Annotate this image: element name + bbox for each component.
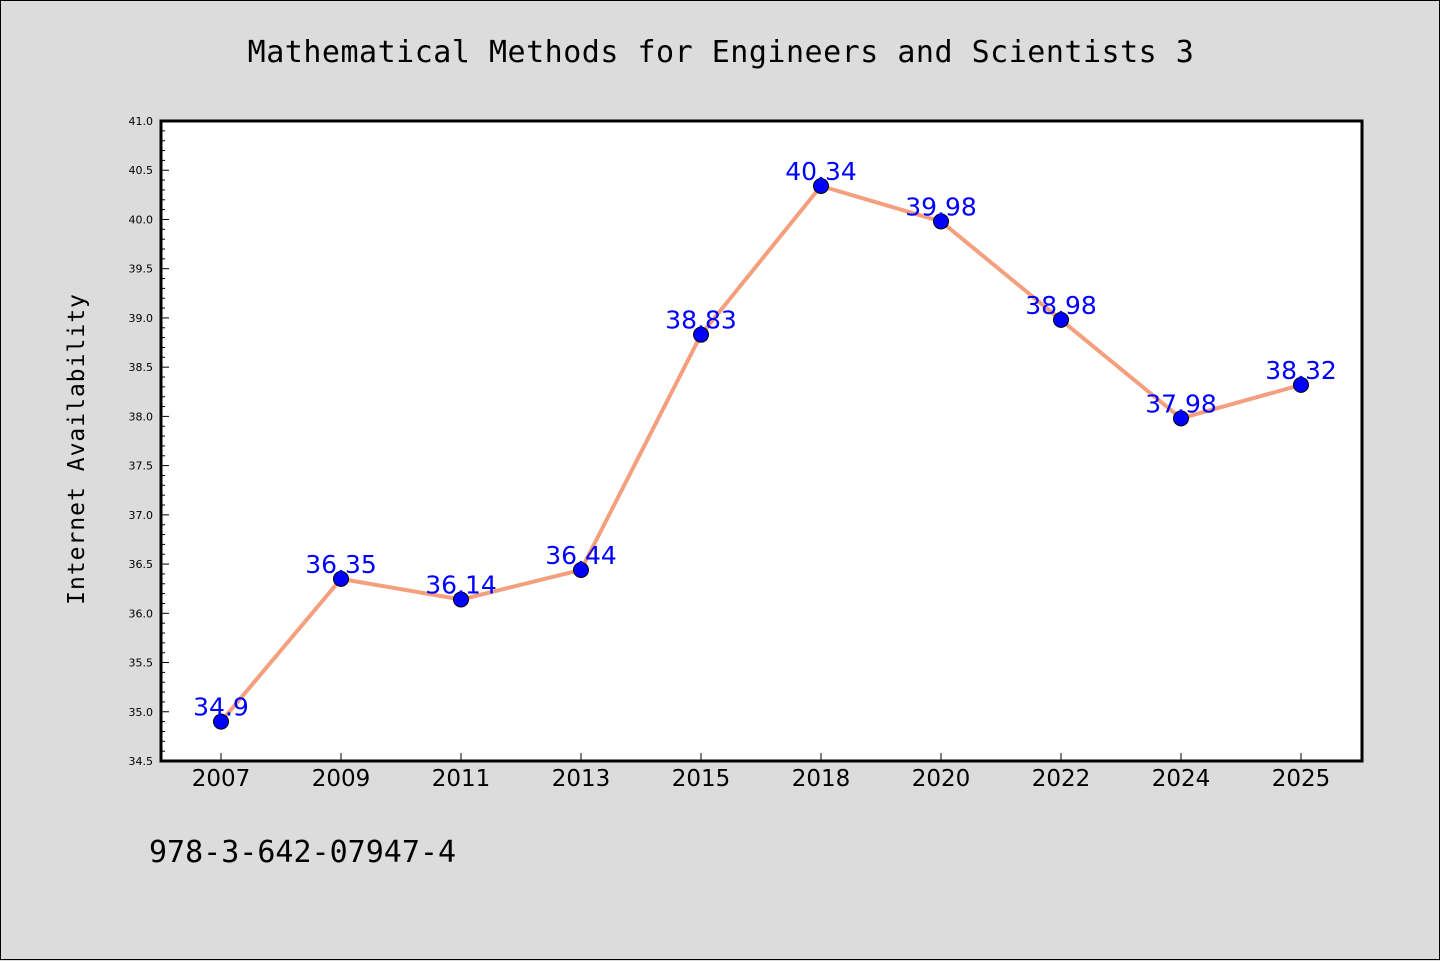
data-point	[1053, 311, 1069, 328]
x-tick-label: 2022	[1032, 766, 1091, 792]
data-label: 34.9	[193, 693, 249, 722]
y-tick-label: 34.5	[129, 755, 154, 768]
x-tick-label: 2018	[792, 766, 851, 792]
y-tick-label: 36.0	[129, 607, 154, 620]
data-label: 38.32	[1265, 356, 1337, 385]
data-point	[453, 591, 469, 608]
x-tick-label: 2024	[1152, 766, 1211, 792]
data-label: 40.34	[785, 157, 857, 186]
x-tick-label: 2011	[432, 766, 491, 792]
data-point	[813, 177, 829, 194]
data-point	[933, 213, 949, 230]
y-tick-label: 36.5	[129, 558, 154, 571]
data-point	[1173, 410, 1189, 427]
y-tick-label: 35.0	[129, 706, 154, 719]
y-tick-label: 40.0	[129, 213, 154, 226]
y-tick-label: 41.0	[129, 115, 154, 128]
x-tick-label: 2025	[1272, 766, 1331, 792]
x-tick-label: 2013	[552, 766, 611, 792]
data-label: 36.35	[305, 550, 377, 579]
y-tick-label: 38.5	[129, 361, 154, 374]
data-label: 36.14	[425, 571, 497, 600]
data-label: 36.44	[545, 541, 617, 570]
y-tick-label: 37.0	[129, 509, 154, 522]
data-point	[333, 570, 349, 587]
y-tick-label: 39.5	[129, 263, 154, 276]
data-point	[693, 326, 709, 343]
y-tick-label: 38.0	[129, 410, 154, 423]
x-tick-label: 2015	[672, 766, 731, 792]
data-label: 38.98	[1025, 291, 1097, 320]
chart-title: Mathematical Methods for Engineers and S…	[247, 35, 1195, 70]
plot-area	[159, 119, 1364, 763]
x-tick-label: 2020	[912, 766, 971, 792]
data-label: 37.98	[1145, 389, 1217, 418]
data-label: 39.98	[905, 192, 977, 221]
y-tick-label: 39.0	[129, 312, 154, 325]
x-axis-ticks: 2007 2009 2011 2013 2015 2018 2020 2022 2024 2025	[192, 753, 1331, 792]
data-label: 38.83	[665, 306, 737, 335]
y-tick-label: 35.5	[129, 657, 154, 670]
isbn-text: 978-3-642-07947-4	[149, 835, 457, 870]
y-axis-ticks: 34.5 35.0 35.5 36.0 36.5 37.0 37.5 38.0 38.5 39.0…	[129, 115, 169, 768]
x-tick-label: 2009	[312, 766, 371, 792]
data-labels: 34.9 36.35 36.14 36.44 38.83 40.34 39.98 38.98 3…	[193, 157, 1337, 722]
data-point	[573, 561, 589, 578]
x-tick-label: 2007	[192, 766, 251, 792]
data-point	[213, 713, 229, 730]
y-tick-label: 40.5	[129, 164, 154, 177]
data-points	[213, 177, 1309, 730]
series-line	[219, 183, 1302, 723]
data-point	[1293, 376, 1309, 393]
y-tick-label: 37.5	[129, 460, 154, 473]
